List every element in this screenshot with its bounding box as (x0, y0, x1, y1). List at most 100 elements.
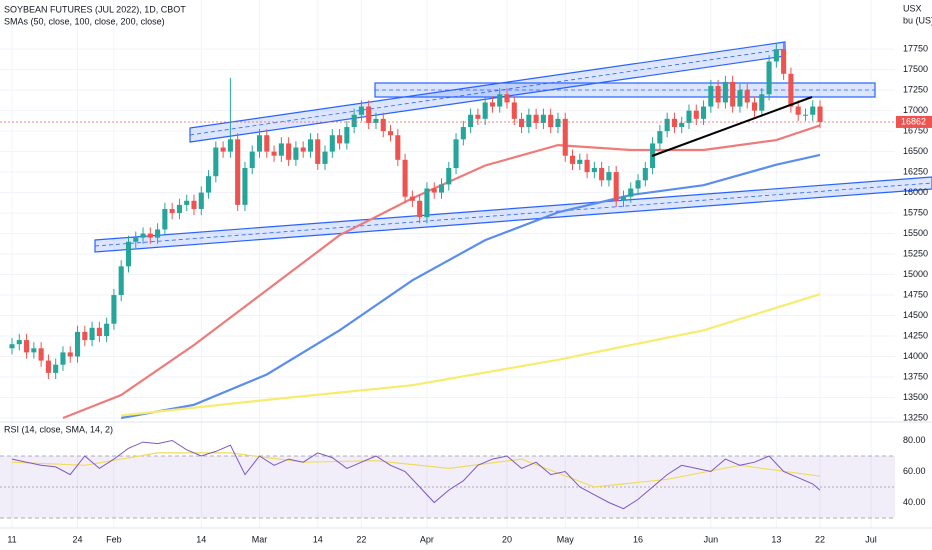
candle-body (133, 237, 139, 242)
candle-body (307, 139, 314, 152)
candle-body (468, 114, 474, 128)
y-tick-label: 16750 (903, 125, 928, 135)
candle-body (417, 200, 423, 218)
candle-body (686, 110, 692, 123)
candle-body (176, 204, 182, 214)
candle-body (344, 127, 350, 144)
candle-body (613, 172, 619, 201)
upper-channel-mid (189, 48, 786, 136)
candle-body (184, 200, 190, 205)
rsi-line (11, 439, 821, 510)
x-tick-label: 20 (502, 534, 512, 544)
chart-subtitle: SMAs (50, close, 100, close, 200, close) (4, 16, 165, 26)
x-tick-label: May (557, 534, 575, 544)
candle-body (31, 348, 37, 353)
x-tick-label: 14 (196, 534, 206, 544)
x-tick-label: Jun (704, 534, 719, 544)
candle-body (744, 90, 750, 103)
chart-title: SOYBEAN FUTURES (JUL 2022), 1D, CBOT (4, 4, 186, 14)
rsi-tick-label: 40.00 (903, 497, 926, 507)
candle-body (628, 188, 634, 197)
candle-body (817, 106, 823, 122)
candle-body (679, 122, 685, 128)
candle-body (591, 168, 597, 173)
candle-body (460, 127, 466, 140)
candle-body (169, 208, 175, 214)
rsi-title: RSI (14, close, SMA, 14, 2) (4, 424, 113, 434)
candle-body (737, 90, 743, 107)
candle-body (45, 360, 51, 373)
x-tick-label: 24 (73, 534, 83, 544)
candle-body (286, 143, 292, 160)
candle-body (424, 188, 430, 218)
candle-body (759, 94, 765, 111)
candle-body (53, 364, 59, 373)
candle-body (198, 192, 204, 209)
axes: 13250 13500 13750 14000 14250 14500 14750 15000… (7, 44, 932, 544)
candle-body (111, 295, 117, 324)
candle-body (562, 118, 568, 156)
candle-body (235, 139, 241, 205)
currency: USX (903, 3, 922, 13)
rsi-sma-line (11, 452, 821, 488)
candle-body (526, 114, 532, 128)
y-tick-label: 15750 (903, 207, 928, 217)
candle-body (220, 147, 226, 152)
last-price-tag (896, 115, 932, 128)
candle-body (482, 102, 488, 119)
candle-body (147, 233, 153, 238)
y-tick-label: 14750 (903, 289, 928, 299)
y-tick-label: 15500 (903, 228, 928, 238)
candle-body (548, 114, 554, 128)
resistance-band (374, 82, 876, 98)
candle-body (206, 176, 212, 193)
candle-body (60, 352, 66, 365)
candle-body (125, 241, 132, 267)
candle-body (264, 135, 270, 152)
lower-channel (94, 176, 932, 253)
y-tick-label: 15250 (903, 248, 928, 258)
candle-body (635, 180, 641, 189)
candle-body (300, 147, 306, 152)
candle-body (9, 344, 15, 349)
rsi-pane (0, 439, 895, 519)
candle-body (722, 81, 728, 103)
candle-body (751, 102, 758, 111)
candle-body (671, 118, 677, 128)
candle-body (67, 352, 73, 357)
y-tick-label: 15000 (903, 269, 928, 279)
candle-body (569, 155, 576, 164)
candle-body (162, 208, 168, 230)
unit: bu (US) (903, 15, 932, 25)
candle-body (606, 172, 612, 181)
candle-body (555, 118, 561, 128)
candle-body (395, 135, 401, 160)
candle-body (191, 200, 197, 209)
x-tick-label: Jul (865, 534, 877, 544)
candle-body (118, 266, 124, 296)
candle-body (366, 106, 372, 123)
candle-body (788, 73, 794, 107)
y-tick-label: 17750 (903, 44, 928, 54)
candle-body (74, 331, 81, 357)
rsi-tick-label: 60.00 (903, 466, 926, 476)
y-tick-label: 14250 (903, 330, 928, 340)
candle-body (358, 106, 364, 115)
x-tick-label: 22 (356, 534, 366, 544)
candle-body (24, 340, 30, 353)
y-tick-label: 16250 (903, 166, 928, 176)
candle-body (475, 114, 481, 119)
candle-body (584, 159, 590, 173)
candle-body (256, 135, 263, 152)
candle-body (504, 94, 510, 103)
candle-body (278, 143, 284, 156)
candle-body (693, 110, 699, 119)
candle-body (16, 340, 22, 345)
candle-body (104, 323, 110, 336)
trend-line (651, 96, 813, 157)
candle-body (766, 61, 772, 95)
x-tick-label: Apr (420, 534, 434, 544)
candle-body (599, 168, 605, 181)
